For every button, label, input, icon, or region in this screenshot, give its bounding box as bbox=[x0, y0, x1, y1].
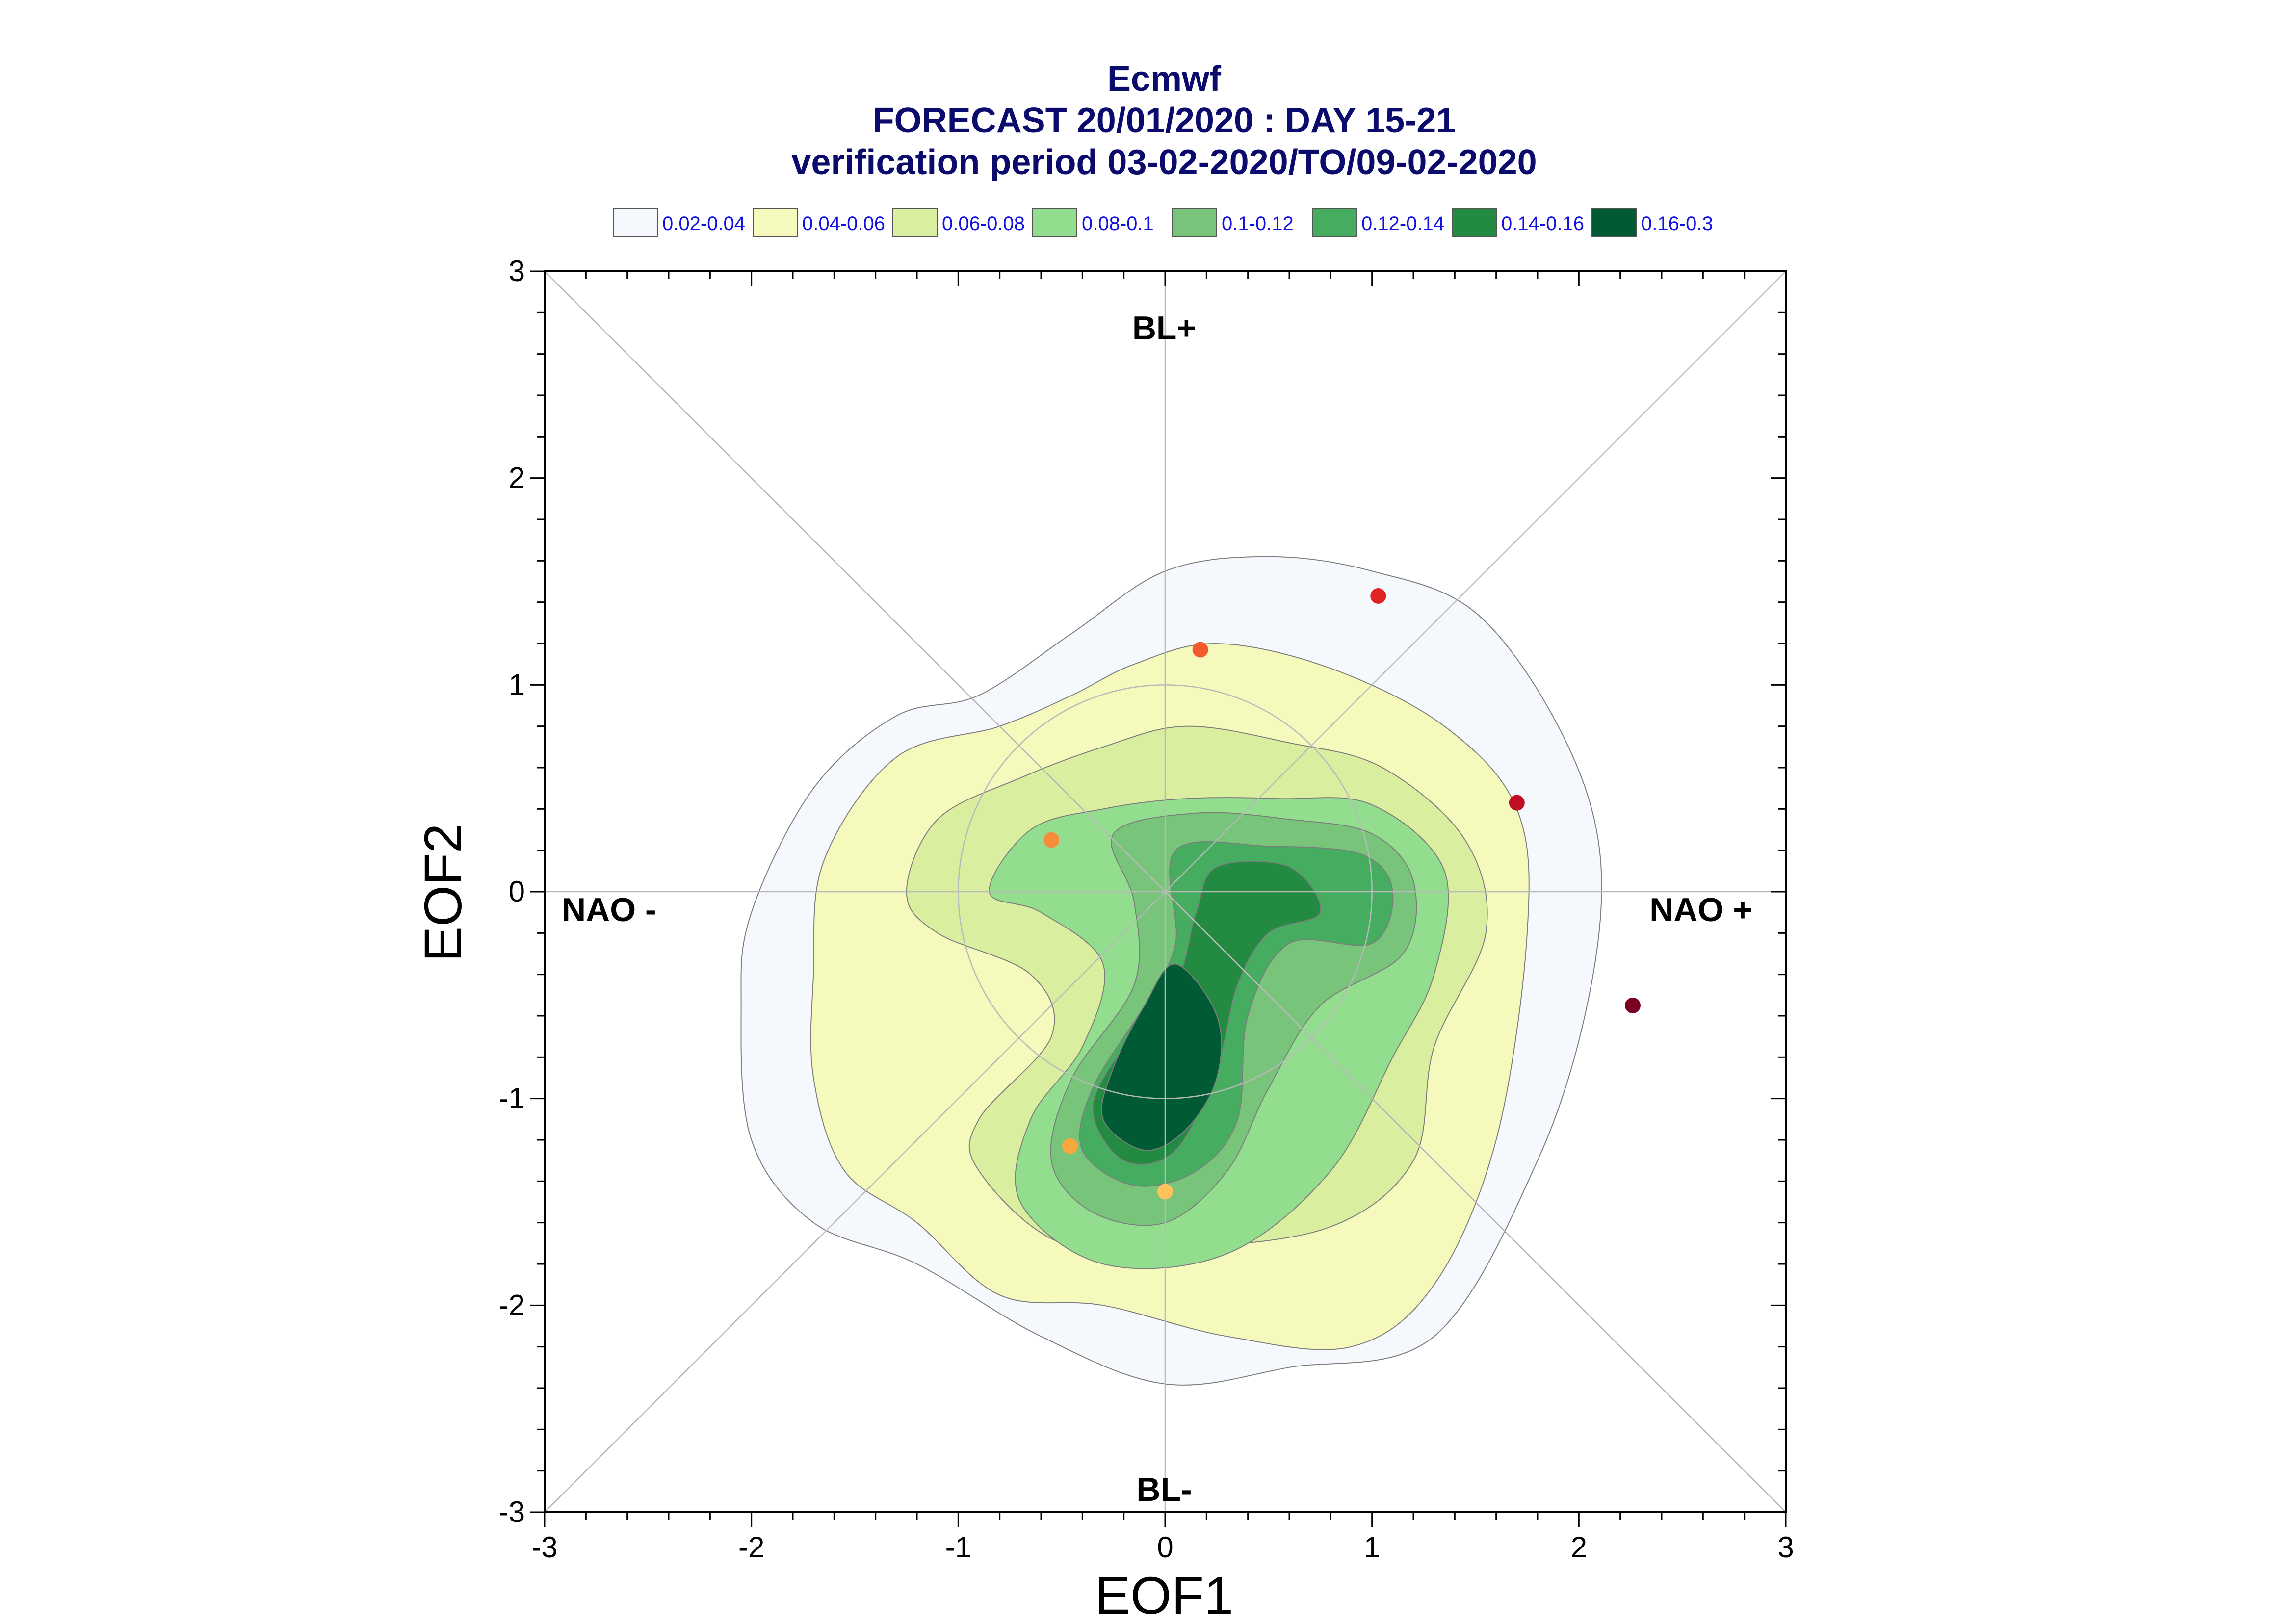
legend-label: 0.14-0.16 bbox=[1501, 213, 1584, 234]
legend-swatch bbox=[1452, 208, 1497, 237]
y-tick-label: -3 bbox=[499, 1495, 525, 1528]
data-point bbox=[1509, 795, 1525, 811]
legend-swatch bbox=[1312, 208, 1357, 237]
title-line-2: FORECAST 20/01/2020 : DAY 15-21 bbox=[873, 101, 1456, 140]
chart-title: Ecmwf FORECAST 20/01/2020 : DAY 15-21 ve… bbox=[791, 59, 1537, 182]
region-label-right: NAO + bbox=[1649, 891, 1752, 928]
legend-label: 0.02-0.04 bbox=[662, 213, 745, 234]
legend-label: 0.06-0.08 bbox=[942, 213, 1025, 234]
legend-swatch bbox=[1591, 208, 1637, 237]
legend: 0.02-0.04 0.04-0.06 0.06-0.08 0.08-0.1 0.1-0… bbox=[613, 208, 1713, 237]
x-tick-label: 0 bbox=[1157, 1531, 1173, 1564]
legend-label: 0.08-0.1 bbox=[1082, 213, 1154, 234]
data-point bbox=[1043, 832, 1060, 848]
x-tick-label: -3 bbox=[531, 1531, 557, 1564]
region-label-left: NAO - bbox=[562, 891, 656, 928]
guide-lines bbox=[544, 271, 1786, 1513]
legend-label: 0.16-0.3 bbox=[1641, 213, 1713, 234]
x-tick-label: -1 bbox=[945, 1531, 971, 1564]
title-line-1: Ecmwf bbox=[1107, 59, 1222, 99]
legend-swatch bbox=[1032, 208, 1077, 237]
contour-0.16-0.3 bbox=[1101, 963, 1222, 1151]
y-axis-label: EOF2 bbox=[413, 824, 472, 962]
legend-swatch bbox=[613, 208, 658, 237]
legend-label: 0.04-0.06 bbox=[802, 213, 885, 234]
region-label-bottom: BL- bbox=[1136, 1471, 1192, 1508]
x-tick-label: 2 bbox=[1571, 1531, 1587, 1564]
legend-label: 0.1-0.12 bbox=[1222, 213, 1294, 234]
x-tick-label: 3 bbox=[1777, 1531, 1794, 1564]
y-tick-label: -2 bbox=[499, 1289, 525, 1321]
legend-swatch bbox=[1172, 208, 1217, 237]
y-tick-label: 3 bbox=[509, 255, 525, 287]
x-axis-label: EOF1 bbox=[1095, 1566, 1233, 1624]
region-label-top: BL+ bbox=[1132, 309, 1196, 347]
data-points bbox=[1043, 588, 1641, 1200]
legend-label: 0.12-0.14 bbox=[1361, 213, 1444, 234]
data-point bbox=[1192, 642, 1208, 658]
data-point bbox=[1062, 1138, 1078, 1154]
title-line-3: verification period 03-02-2020/TO/09-02-… bbox=[791, 143, 1537, 182]
legend-swatch bbox=[892, 208, 938, 237]
legend-swatch bbox=[753, 208, 798, 237]
data-point bbox=[1624, 997, 1641, 1013]
data-point bbox=[1370, 588, 1386, 604]
x-tick-label: -2 bbox=[738, 1531, 764, 1564]
y-tick-label: 0 bbox=[509, 875, 525, 908]
y-tick-label: -1 bbox=[499, 1082, 525, 1115]
contour-fills bbox=[740, 556, 1602, 1386]
y-tick-label: 2 bbox=[509, 462, 525, 494]
plot-area: -3 -2 -1 0 1 2 3 -3 -2 -1 0 1 2 3 bbox=[499, 255, 1794, 1564]
unit-circle bbox=[958, 684, 1373, 1099]
y-tick-label: 1 bbox=[509, 668, 525, 701]
x-tick-label: 1 bbox=[1364, 1531, 1380, 1564]
data-point bbox=[1157, 1184, 1173, 1200]
region-labels: BL+ BL- NAO - NAO + bbox=[562, 309, 1752, 1508]
axis-ticks: -3 -2 -1 0 1 2 3 -3 -2 -1 0 1 2 3 bbox=[499, 255, 1794, 1564]
